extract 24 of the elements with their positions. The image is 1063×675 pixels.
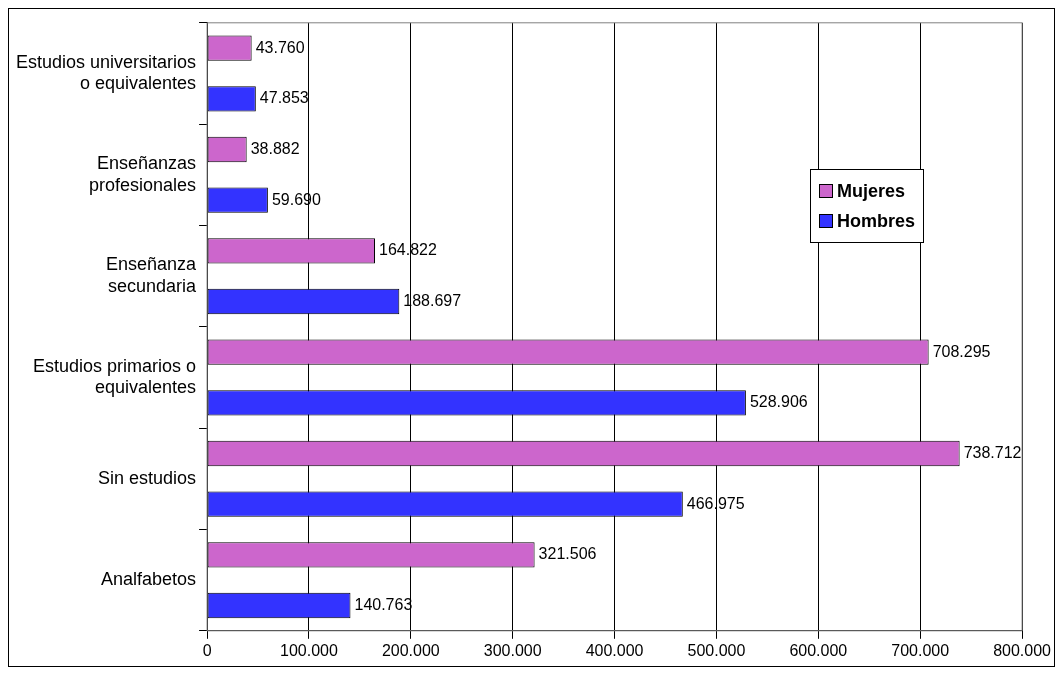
- data-label: 47.853: [259, 89, 309, 107]
- data-label: 38.882: [250, 139, 300, 157]
- data-label: 321.506: [538, 545, 597, 563]
- legend-label: Hombres: [836, 210, 915, 233]
- x-tick-label: 300.000: [483, 641, 542, 659]
- y-tick-label: Sin estudios: [98, 467, 197, 488]
- y-tick-label: Analfabetos: [101, 569, 197, 590]
- data-label: 708.295: [932, 342, 991, 360]
- x-tick-label: 800.000: [993, 641, 1052, 659]
- legend-label: Mujeres: [836, 180, 905, 203]
- x-tick-label: 100.000: [280, 641, 338, 659]
- x-tick-label: 200.000: [381, 641, 440, 659]
- y-tick-label: Enseñanza secundaria: [106, 254, 198, 296]
- x-tick-label: 400.000: [585, 641, 644, 659]
- y-tick-label: Estudios primarios o equivalentes: [33, 355, 197, 398]
- data-label: 528.906: [749, 393, 808, 411]
- x-tick-label: 500.000: [687, 641, 746, 659]
- y-tick-label: Enseñanzas profesionales: [89, 152, 197, 195]
- x-tick-label: 700.000: [891, 641, 950, 659]
- data-label: 43.760: [255, 38, 305, 56]
- y-tick-label: Estudios universitarios o equivalentes: [15, 51, 197, 94]
- x-tick-label: 600.000: [789, 641, 848, 659]
- data-label: 738.712: [963, 443, 1022, 461]
- x-tick-label: 0: [202, 641, 212, 659]
